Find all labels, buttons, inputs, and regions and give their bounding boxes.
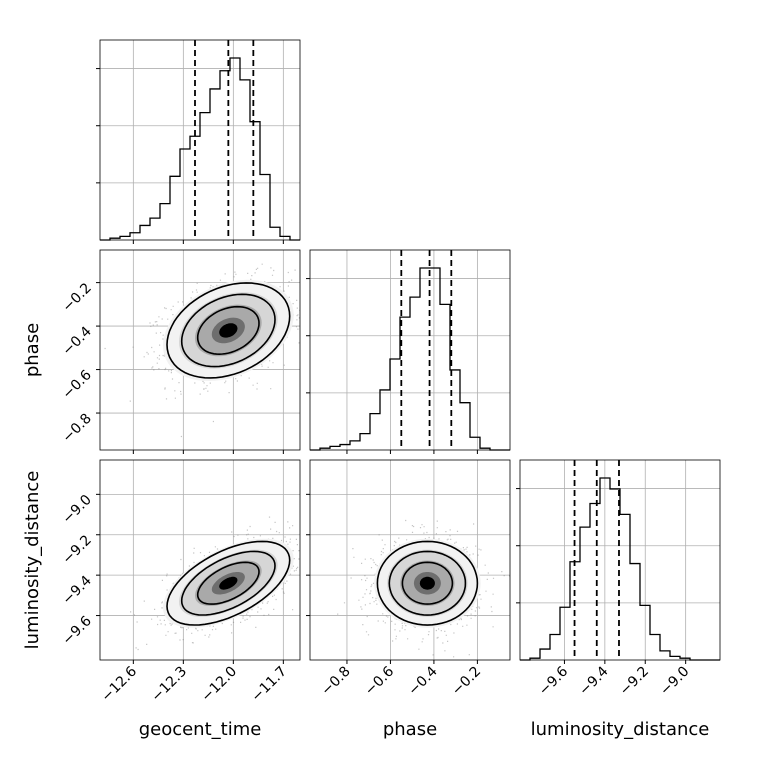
panel-luminosity-distance-vs-geocent-time: −12.6 −12.3 −12.0 −11.7 −9.6 −9.4 −9.2 −9.0: [59, 459, 301, 706]
density-luminosity-distance-vs-geocent-time-frame: [99, 459, 301, 661]
panel-luminosity-distance-vs-phase: −0.8 −0.6 −0.4 −0.2: [306, 459, 511, 699]
x-axis-title-geocent-time: geocent_time: [139, 719, 262, 740]
density-luminosity-distance-vs-phase-xtick-label-0: −0.8: [318, 664, 353, 699]
density-luminosity-distance-vs-geocent-time-contour-2: [196, 561, 260, 605]
hist-phase-frame: [309, 249, 511, 451]
hist-luminosity-distance-frame: [519, 459, 721, 661]
panel-geocent-time-hist: [96, 39, 301, 244]
density-luminosity-distance-vs-geocent-time-xtick-label-2: −12.0: [199, 664, 241, 706]
hist-geocent-time-step: [100, 57, 300, 241]
density-luminosity-distance-vs-phase-xtick-label-2: −0.4: [405, 663, 440, 698]
density-luminosity-distance-vs-phase-contour-0: [376, 540, 479, 626]
hist-luminosity-distance-step: [520, 477, 720, 661]
density-luminosity-distance-vs-geocent-time-xtick-label-0: −12.6: [99, 663, 141, 705]
density-luminosity-distance-vs-geocent-time-ytick-label-0: −9.6: [59, 613, 94, 648]
density-phase-vs-geocent-time-contour-2: [196, 305, 260, 356]
hist-luminosity-distance-xtick-label-2: −9.2: [617, 664, 652, 699]
x-axis-title-luminosity-distance: luminosity_distance: [531, 719, 710, 740]
y-axis-title-phase: phase: [22, 323, 43, 377]
density-luminosity-distance-vs-geocent-time-contour-1: [180, 550, 276, 616]
hist-luminosity-distance-xtick-label-1: −9.4: [576, 663, 611, 698]
x-axis-title-phase: phase: [383, 719, 437, 740]
density-luminosity-distance-vs-phase-contour-2: [401, 561, 454, 605]
hist-luminosity-distance-xtick-label-3: −9.0: [657, 664, 692, 699]
hist-phase-step: [310, 267, 510, 451]
hist-geocent-time-frame: [99, 39, 301, 241]
density-phase-vs-geocent-time-contour-0: [166, 282, 291, 379]
hist-luminosity-distance-xtick-label-0: −9.6: [536, 663, 571, 698]
density-luminosity-distance-vs-phase-peak: [419, 576, 435, 590]
panel-phase-vs-geocent-time: −0.8 −0.6 −0.4 −0.2: [59, 249, 301, 454]
density-luminosity-distance-vs-geocent-time-ytick-label-1: −9.4: [59, 573, 94, 608]
density-luminosity-distance-vs-geocent-time-xtick-label-3: −11.7: [249, 664, 291, 706]
density-luminosity-distance-vs-geocent-time-peak: [219, 576, 238, 590]
density-phase-vs-geocent-time-frame: [99, 249, 301, 451]
panel-luminosity-distance-hist: −9.6 −9.4 −9.2 −9.0: [516, 459, 721, 699]
density-luminosity-distance-vs-phase-frame: [309, 459, 511, 661]
density-phase-vs-geocent-time-content: [104, 263, 300, 438]
density-phase-vs-geocent-time-ytick-label-3: −0.2: [59, 280, 94, 315]
density-phase-vs-geocent-time-ytick-label-1: −0.6: [59, 367, 94, 402]
density-luminosity-distance-vs-geocent-time-contour-0: [166, 540, 291, 626]
density-phase-vs-geocent-time-ytick-label-2: −0.4: [59, 324, 94, 359]
density-luminosity-distance-vs-geocent-time-ytick-label-2: −9.2: [59, 532, 94, 567]
density-phase-vs-geocent-time-contour-1: [180, 293, 276, 368]
density-phase-vs-geocent-time-ytick-label-0: −0.8: [59, 411, 94, 446]
density-luminosity-distance-vs-phase-xtick-label-1: −0.6: [362, 663, 397, 698]
density-luminosity-distance-vs-phase-xtick-label-3: −0.2: [449, 664, 484, 699]
density-phase-vs-geocent-time-peak: [219, 323, 238, 338]
y-axis-title-luminosity-distance: luminosity_distance: [22, 471, 43, 650]
density-luminosity-distance-vs-phase-contour-1: [388, 550, 467, 616]
panel-phase-hist: [306, 249, 511, 454]
density-luminosity-distance-vs-geocent-time-content: [130, 516, 300, 651]
density-luminosity-distance-vs-phase-content: [337, 519, 510, 658]
density-luminosity-distance-vs-geocent-time-ytick-label-3: −9.0: [59, 492, 94, 527]
density-luminosity-distance-vs-geocent-time-xtick-label-1: −12.3: [149, 664, 191, 706]
